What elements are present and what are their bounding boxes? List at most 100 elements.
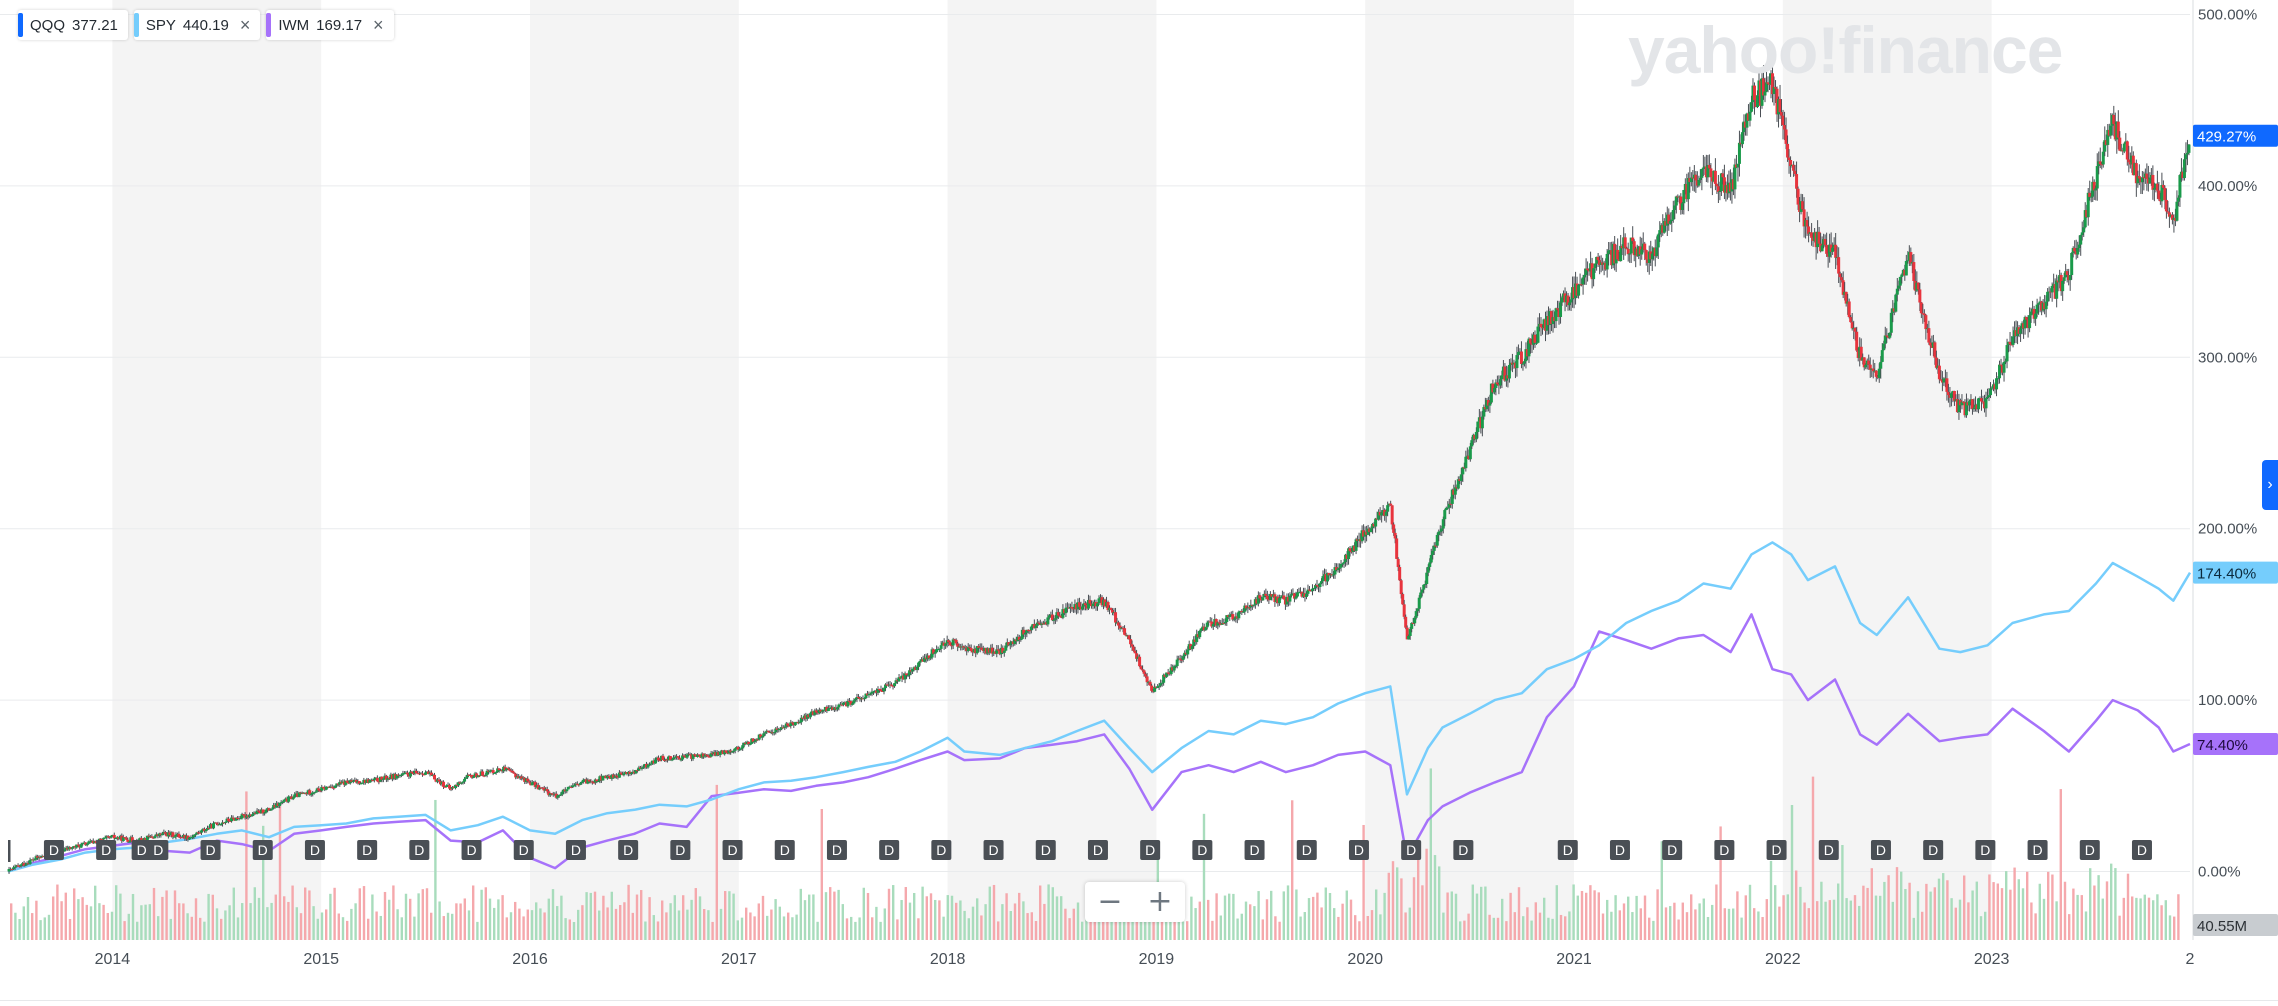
volume-bar <box>1719 826 1722 940</box>
candle <box>2143 173 2147 178</box>
volume-bar <box>1303 912 1306 940</box>
candle <box>687 754 691 756</box>
expand-panel-button[interactable]: › <box>2262 460 2278 510</box>
candle <box>915 666 919 670</box>
candle <box>1297 592 1301 594</box>
candle <box>1017 636 1021 641</box>
candle <box>1948 395 1952 398</box>
volume-bar <box>2017 879 2020 940</box>
candle <box>559 794 563 796</box>
candle <box>601 775 605 781</box>
candle <box>425 771 429 773</box>
volume-bar <box>635 894 639 940</box>
candle <box>27 863 31 865</box>
legend-chip-iwm[interactable]: IWM 169.17 × <box>266 10 394 40</box>
close-icon[interactable]: × <box>373 14 384 35</box>
volume-bar <box>228 905 231 940</box>
candle <box>783 726 787 728</box>
legend-chip-qqq[interactable]: QQQ 377.21 <box>18 10 128 40</box>
candle <box>1011 641 1015 645</box>
volume-bar <box>459 903 462 940</box>
volume-bar <box>707 910 710 940</box>
candle <box>1912 262 1916 282</box>
candle <box>270 808 274 810</box>
volume-bar <box>1732 908 1735 940</box>
candle <box>1798 204 1802 212</box>
candle <box>900 675 904 679</box>
candle <box>532 781 536 783</box>
candle <box>1320 581 1324 584</box>
candle <box>198 832 202 834</box>
volume-bar <box>2097 875 2100 940</box>
candle <box>2097 161 2101 167</box>
volume-bar <box>917 918 920 940</box>
volume-bar <box>1652 920 1655 940</box>
candle <box>1547 316 1551 326</box>
candle <box>535 784 539 787</box>
candle <box>595 779 599 782</box>
candle <box>1031 624 1035 627</box>
dividend-marker-box <box>1348 840 1369 860</box>
candle <box>10 868 14 870</box>
candle <box>7 869 11 872</box>
volume-bar <box>1904 888 1907 940</box>
candle <box>520 776 524 779</box>
candle <box>13 866 17 868</box>
candle <box>294 793 298 795</box>
candle <box>100 838 104 840</box>
candle <box>849 701 853 705</box>
candle <box>611 774 615 778</box>
candle <box>184 835 188 839</box>
candle <box>2041 302 2045 311</box>
volume-bar <box>1471 884 1474 940</box>
candle <box>2004 361 2008 363</box>
candle <box>1301 593 1305 597</box>
candle <box>414 770 418 774</box>
candle <box>193 834 197 836</box>
candle <box>1105 602 1109 607</box>
candle <box>22 863 26 866</box>
candle <box>2139 178 2143 183</box>
candle <box>1181 656 1185 660</box>
candle <box>638 767 642 769</box>
zoom-out-button[interactable]: − <box>1085 882 1135 922</box>
candle <box>1135 653 1139 659</box>
volume-bar <box>1984 911 1987 940</box>
candle <box>212 823 216 829</box>
volume-bar <box>144 904 147 940</box>
candle <box>1202 626 1206 631</box>
candle <box>288 796 292 798</box>
volume-bar <box>568 919 571 940</box>
candle <box>311 792 315 795</box>
candle <box>825 706 829 712</box>
close-icon[interactable]: × <box>239 14 251 35</box>
candle <box>670 759 674 761</box>
candle <box>332 787 336 789</box>
dividend-marker-box <box>200 840 221 860</box>
candle <box>1440 528 1444 532</box>
zoom-in-button[interactable]: + <box>1135 882 1185 922</box>
volume-bar <box>1580 890 1584 940</box>
volume-bar <box>526 909 529 940</box>
candle <box>375 777 379 782</box>
candle <box>1323 574 1327 577</box>
candle <box>1918 289 1922 303</box>
candle <box>1634 248 1638 256</box>
dividend-marker-box <box>1557 840 1578 860</box>
dividend-marker: D <box>879 840 900 860</box>
legend-chip-spy[interactable]: SPY 440.19 × <box>133 10 261 40</box>
candle <box>387 778 391 780</box>
candle <box>655 757 659 760</box>
candle <box>181 835 185 838</box>
candle <box>1074 604 1078 610</box>
candle <box>1184 652 1188 655</box>
candle <box>657 757 661 761</box>
candle <box>228 820 232 822</box>
candle <box>457 782 461 786</box>
candle <box>1691 177 1695 179</box>
candle <box>2073 247 2077 252</box>
candle <box>2056 280 2060 283</box>
candle <box>416 773 420 775</box>
volume-bar <box>509 912 513 940</box>
